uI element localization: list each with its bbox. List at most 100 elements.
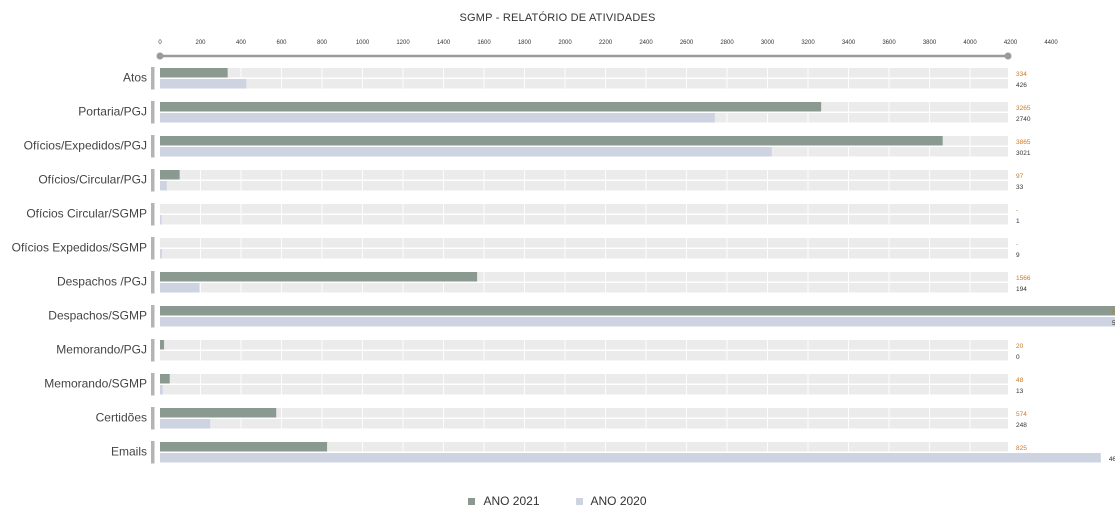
bar-despachos-sgmp-2020 [160, 317, 1115, 327]
x-tick-label-2800: 2800 [720, 40, 734, 46]
category-label-atos: Atos [123, 71, 147, 85]
value-label-memorando-sgmp-2021: 48 [1016, 377, 1024, 384]
category-label-oficios-circular-pgj: Ofícios/Circular/PGJ [38, 173, 147, 187]
track-atos-1 [160, 79, 1008, 89]
value-label-oficios-circular-sgmp-2021: - [1016, 207, 1018, 214]
value-label-oficios-circular-pgj-2021: 97 [1016, 173, 1024, 180]
category-marker-atos [151, 67, 155, 90]
value-label-despachos-sgmp-2020: 5982 [1112, 320, 1115, 327]
x-tick-label-2200: 2200 [599, 40, 613, 46]
track-oficios-circular-pgj-0 [160, 170, 1008, 180]
bar-atos-2021 [160, 68, 228, 78]
bar-oficios-expedidos-sgmp-2020 [160, 249, 162, 259]
x-tick-label-2600: 2600 [680, 40, 694, 46]
value-label-despachos-pgj-2020: 194 [1016, 286, 1027, 293]
legend-item-2020: ANO 2020 [575, 494, 647, 508]
value-label-oficios-circular-sgmp-2020: 1 [1016, 218, 1020, 225]
track-certidoes-1 [160, 419, 1008, 429]
category-marker-despachos-pgj [151, 271, 155, 294]
category-label-portaria-pgj: Portaria/PGJ [78, 105, 147, 119]
x-axis-start-dot [156, 52, 164, 60]
bar-despachos-sgmp-2021 [160, 306, 1115, 316]
category-marker-memorando-pgj [151, 339, 155, 362]
category-marker-oficios-expedidos-pgj [151, 135, 155, 158]
category-label-memorando-sgmp: Memorando/SGMP [44, 377, 147, 391]
x-tick-label-3600: 3600 [882, 40, 896, 46]
value-label-oficios-expedidos-sgmp-2021: - [1016, 241, 1018, 248]
bar-memorando-sgmp-2021 [160, 374, 170, 384]
bar-portaria-pgj-2020 [160, 113, 715, 123]
category-marker-oficios-circular-sgmp [151, 203, 155, 226]
track-despachos-pgj-0 [160, 272, 1008, 282]
x-tick-label-3800: 3800 [923, 40, 937, 46]
x-tick-label-3200: 3200 [801, 40, 815, 46]
x-tick-label-4200: 4200 [1004, 40, 1018, 46]
category-label-memorando-pgj: Memorando/PGJ [56, 343, 147, 357]
category-label-despachos-pgj: Despachos /PGJ [57, 275, 147, 289]
x-tick-label-1400: 1400 [437, 40, 451, 46]
value-label-memorando-sgmp-2020: 13 [1016, 388, 1024, 395]
x-tick-label-600: 600 [276, 40, 287, 46]
category-marker-certidoes [151, 407, 155, 430]
x-tick-label-3000: 3000 [761, 40, 775, 46]
category-marker-oficios-expedidos-sgmp [151, 237, 155, 260]
track-emails-0 [160, 442, 1008, 452]
track-memorando-pgj-1 [160, 351, 1008, 361]
track-atos-0 [160, 68, 1008, 78]
x-tick-label-1800: 1800 [518, 40, 532, 46]
category-marker-portaria-pgj [151, 101, 155, 124]
track-memorando-sgmp-1 [160, 385, 1008, 395]
category-marker-memorando-sgmp [151, 373, 155, 396]
category-label-emails: Emails [111, 445, 147, 459]
track-oficios-circular-pgj-1 [160, 181, 1008, 191]
x-tick-label-4400: 4400 [1044, 40, 1058, 46]
legend-swatch-2020 [575, 497, 583, 505]
track-certidoes-0 [160, 408, 1008, 418]
bar-oficios-expedidos-pgj-2020 [160, 147, 772, 157]
x-tick-label-4000: 4000 [963, 40, 977, 46]
value-label-certidoes-2021: 574 [1016, 411, 1027, 418]
legend-label-2021: ANO 2021 [483, 494, 540, 508]
category-label-oficios-circular-sgmp: Ofícios Circular/SGMP [26, 207, 147, 221]
x-tick-label-800: 800 [317, 40, 328, 46]
track-memorando-pgj-0 [160, 340, 1008, 350]
category-label-oficios-expedidos-pgj: Ofícios/Expedidos/PGJ [24, 139, 147, 153]
x-tick-label-400: 400 [236, 40, 247, 46]
bar-emails-2021 [160, 442, 328, 452]
value-label-oficios-expedidos-pgj-2021: 3865 [1016, 139, 1031, 146]
value-label-despachos-pgj-2021: 1566 [1016, 275, 1031, 282]
value-label-atos-2021: 334 [1016, 71, 1027, 78]
bar-oficios-expedidos-pgj-2021 [160, 136, 943, 146]
value-label-atos-2020: 426 [1016, 82, 1027, 89]
category-marker-emails [151, 441, 155, 464]
value-label-oficios-expedidos-sgmp-2020: 9 [1016, 252, 1020, 259]
value-label-memorando-pgj-2020: 0 [1016, 354, 1020, 361]
track-oficios-expedidos-sgmp-0 [160, 238, 1008, 248]
track-oficios-circular-sgmp-0 [160, 204, 1008, 214]
value-label-despachos-sgmp-2021: 6088 [1112, 309, 1115, 316]
track-memorando-sgmp-0 [160, 374, 1008, 384]
x-axis-end-dot [1004, 52, 1012, 60]
track-despachos-pgj-1 [160, 283, 1008, 293]
legend-item-2021: ANO 2021 [468, 494, 540, 508]
bar-oficios-circular-pgj-2021 [160, 170, 180, 180]
value-label-emails-2021: 825 [1016, 445, 1027, 452]
value-label-portaria-pgj-2021: 3265 [1016, 105, 1031, 112]
bar-oficios-circular-pgj-2020 [160, 181, 167, 191]
bar-memorando-sgmp-2020 [160, 385, 163, 395]
track-oficios-expedidos-sgmp-1 [160, 249, 1008, 259]
x-tick-label-2400: 2400 [639, 40, 653, 46]
bar-memorando-pgj-2021 [160, 340, 165, 350]
value-label-certidoes-2020: 248 [1016, 422, 1027, 429]
value-label-emails-2020: 4646 [1109, 456, 1115, 463]
bar-certidoes-2020 [160, 419, 211, 429]
x-tick-label-2000: 2000 [558, 40, 572, 46]
legend-swatch-2021 [468, 497, 476, 505]
x-tick-label-3400: 3400 [842, 40, 856, 46]
bar-portaria-pgj-2021 [160, 102, 822, 112]
category-label-certidoes: Certidões [96, 411, 147, 425]
x-tick-label-0: 0 [158, 40, 162, 46]
category-label-oficios-expedidos-sgmp: Ofícios Expedidos/SGMP [12, 241, 147, 255]
category-marker-oficios-circular-pgj [151, 169, 155, 192]
